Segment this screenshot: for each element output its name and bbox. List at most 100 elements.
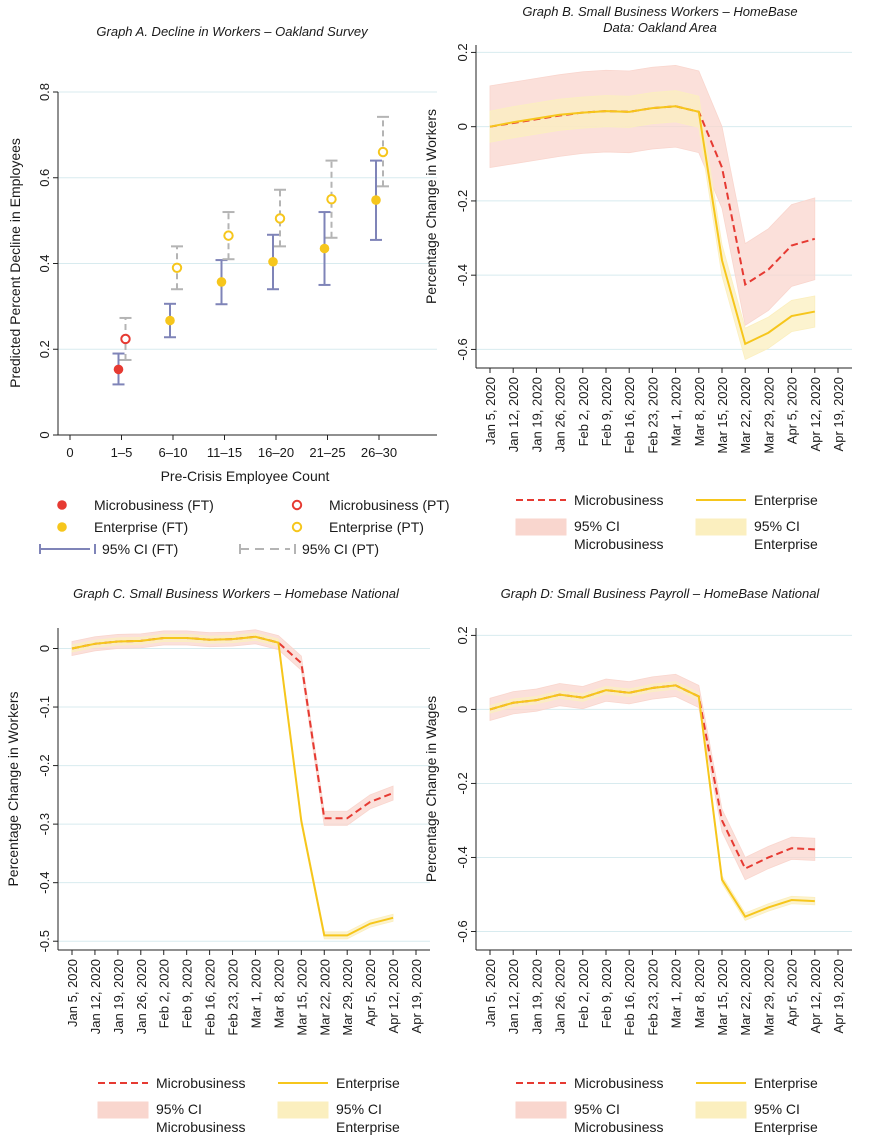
graph-b-xtick-label: Feb 16, 2020: [622, 377, 637, 454]
graph-c-xtick-label: Apr 19, 2020: [409, 959, 424, 1033]
legend-label: Microbusiness: [574, 1119, 663, 1135]
graph-b-ytick-label: 0: [455, 123, 470, 130]
graph-b-ytick-label: 0.2: [455, 43, 470, 61]
ci-band-microbusiness: [489, 673, 816, 881]
legend-label: Enterprise: [754, 1119, 818, 1135]
legend-label: Microbusiness (PT): [329, 497, 450, 513]
graph-d-xtick-label: Mar 29, 2020: [761, 959, 776, 1036]
graph-a-xtick-label: 0: [66, 445, 73, 460]
point-enterprise-pt-: [377, 146, 389, 158]
graph-d-xtick-label: Jan 12, 2020: [506, 959, 521, 1034]
graph-c-title: Graph C. Small Business Workers – Homeba…: [73, 586, 400, 601]
legend-label: 95% CI: [754, 518, 800, 534]
graph-c-ytick-label: 0: [37, 645, 52, 652]
graph-c-ytick-label: -0.1: [37, 696, 52, 718]
series-line-microbusiness: [489, 684, 815, 870]
legend-marker: [57, 522, 67, 532]
graph-a-ytick-label: 0.6: [37, 169, 52, 187]
graph-c-ytick-label: -0.3: [37, 813, 52, 835]
series-line-enterprise: [489, 684, 815, 918]
graph-a-legend: Microbusiness (FT) Microbusiness (PT) Ente…: [39, 497, 450, 557]
graph-a-xtick-label: 6–10: [159, 445, 188, 460]
legend-band-micro: [515, 1101, 567, 1119]
graph-b-xtick-label: Jan 12, 2020: [506, 377, 521, 452]
point-enterprise-ft-: [371, 195, 381, 205]
graph-a: Graph A. Decline in Workers – Oakland Su…: [7, 24, 450, 557]
graph-c-ytick-label: -0.4: [37, 871, 52, 893]
graph-a-ytick-label: 0.8: [37, 83, 52, 101]
graph-b-xtick-label: Mar 8, 2020: [692, 377, 707, 446]
legend-label: Enterprise: [754, 1075, 818, 1091]
graph-b-xtick-label: Mar 15, 2020: [715, 377, 730, 454]
graph-d-ytick-label: 0: [455, 706, 470, 713]
graph-a-xtick-label: 26–30: [361, 445, 397, 460]
graph-c-xtick-label: Mar 15, 2020: [294, 959, 309, 1036]
graph-d-y-label: Percentage Change in Wages: [423, 696, 439, 882]
legend-label: Enterprise: [754, 492, 818, 508]
graph-c-y-label: Percentage Change in Workers: [5, 691, 21, 886]
legend-label: 95% CI: [574, 518, 620, 534]
series-line-enterprise: [489, 105, 815, 346]
graph-d-xtick-label: Apr 12, 2020: [808, 959, 823, 1033]
graph-d-ytick-label: 0.2: [455, 626, 470, 644]
graph-b-xtick-label: Feb 2, 2020: [576, 377, 591, 446]
point-enterprise-pt-: [274, 213, 286, 224]
legend-label: 95% CI: [336, 1101, 382, 1117]
graph-c-xtick-label: Jan 19, 2020: [111, 959, 126, 1034]
graph-c-xtick-label: Apr 5, 2020: [363, 959, 378, 1026]
graph-c-xtick-label: Feb 16, 2020: [203, 959, 218, 1036]
graph-d: Graph D: Small Business Payroll – HomeBa…: [423, 586, 852, 1135]
legend-label: Enterprise: [336, 1075, 400, 1091]
legend-band-micro: [97, 1101, 149, 1119]
graph-c-ytick-label: -0.5: [37, 930, 52, 952]
graph-c-legend: Microbusiness Enterprise 95% CI Microbusine…: [97, 1075, 400, 1135]
point-enterprise-ft-: [216, 277, 227, 287]
ci-band-microbusiness: [489, 65, 816, 326]
point-microbusiness-ft-: [113, 364, 124, 375]
graph-b-title: Graph B. Small Business Workers – HomeBa…: [522, 4, 797, 19]
graph-c-xtick-label: Feb 9, 2020: [180, 959, 195, 1028]
graph-b-xtick-label: Mar 1, 2020: [669, 377, 684, 446]
graph-c-xtick-label: Mar 29, 2020: [340, 959, 355, 1036]
legend-label: 95% CI (PT): [302, 541, 379, 557]
graph-a-x-label: Pre-Crisis Employee Count: [161, 468, 330, 484]
graph-a-title: Graph A. Decline in Workers – Oakland Su…: [96, 24, 369, 39]
graph-d-ytick-label: -0.6: [455, 920, 470, 942]
graph-a-ytick-label: 0.2: [37, 340, 52, 358]
graph-d-xtick-label: Jan 19, 2020: [529, 959, 544, 1034]
graph-a-ytick-label: 0: [37, 431, 52, 438]
graph-a-y-label: Predicted Percent Decline in Employees: [7, 138, 23, 388]
graph-b-ytick-label: -0.4: [455, 264, 470, 286]
graph-a-xtick-label: 11–15: [207, 445, 242, 460]
graph-b-xtick-label: Mar 22, 2020: [738, 377, 753, 454]
graph-d-xtick-label: Mar 8, 2020: [692, 959, 707, 1028]
legend-label: 95% CI: [574, 1101, 620, 1117]
graph-b-xtick-label: Jan 5, 2020: [483, 377, 498, 445]
legend-label: Microbusiness: [156, 1119, 245, 1135]
graph-d-xtick-label: Mar 22, 2020: [738, 959, 753, 1036]
point-enterprise-ft-: [268, 256, 278, 267]
graph-c-xtick-label: Feb 2, 2020: [157, 959, 172, 1028]
graph-b-xtick-label: Feb 9, 2020: [599, 377, 614, 446]
ci-band-enterprise: [489, 90, 816, 361]
legend-band-enterprise: [695, 518, 747, 536]
legend-label: Microbusiness: [574, 492, 663, 508]
graph-c-xtick-label: Mar 8, 2020: [271, 959, 286, 1028]
graph-b-xtick-label: Apr 19, 2020: [831, 377, 846, 451]
graph-b-xtick-label: Mar 29, 2020: [761, 377, 776, 454]
point-enterprise-pt-: [223, 230, 234, 241]
point-microbusiness-pt-: [120, 333, 131, 345]
graph-d-xtick-label: Feb 16, 2020: [622, 959, 637, 1036]
legend-marker: [57, 500, 67, 510]
legend-band-enterprise: [277, 1101, 329, 1119]
graph-d-xtick-label: Feb 23, 2020: [645, 959, 660, 1036]
graph-b-xtick-label: Jan 19, 2020: [529, 377, 544, 452]
legend-label: Microbusiness (FT): [94, 497, 214, 513]
graph-d-xtick-label: Apr 19, 2020: [831, 959, 846, 1033]
graph-c-xtick-label: Jan 5, 2020: [65, 959, 80, 1027]
series-line-microbusiness: [71, 635, 394, 820]
legend-label: Enterprise: [754, 536, 818, 552]
graph-d-xtick-label: Mar 1, 2020: [669, 959, 684, 1028]
ci-band-enterprise: [71, 632, 394, 940]
